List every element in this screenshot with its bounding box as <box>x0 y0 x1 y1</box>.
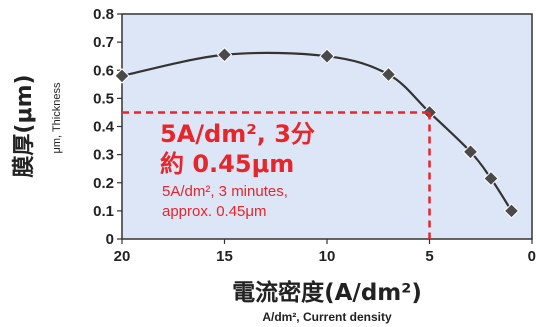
data-point-marker <box>319 48 335 64</box>
x-tick-label: 5 <box>425 248 433 265</box>
y-tick-label: 0 <box>106 231 114 248</box>
x-axis-ticks: 20 15 10 5 0 <box>114 239 536 265</box>
y-tick-label: 0.1 <box>93 203 114 220</box>
y-axis-ticks: 0 0.1 0.2 0.3 0.4 0.5 0.6 0.7 0.8 <box>93 6 122 248</box>
y-axis-sublabel: μm, Thickness <box>51 82 63 153</box>
annotation-guides <box>122 111 431 239</box>
y-tick-label: 0.6 <box>93 62 114 79</box>
x-tick-label: 15 <box>216 248 233 265</box>
y-tick-label: 0.8 <box>93 6 114 23</box>
annotation-line-1: 5A/dm², 3分 <box>160 120 315 148</box>
annotation-line-3: 5A/dm², 3 minutes, <box>162 183 288 200</box>
data-point-marker <box>114 68 130 84</box>
data-point-marker <box>462 144 479 160</box>
data-point-marker <box>380 66 397 83</box>
annotation-line-4: approx. 0.45μm <box>162 203 267 220</box>
data-point-marker <box>483 170 499 187</box>
y-tick-label: 0.4 <box>93 119 115 136</box>
x-tick-label: 10 <box>319 248 336 265</box>
y-axis-label: 膜厚(μm) <box>12 74 37 177</box>
data-point-marker <box>216 47 233 63</box>
annotation-line-2: 約 0.45μm <box>160 150 294 178</box>
x-tick-label: 0 <box>528 248 536 265</box>
y-tick-label: 0.7 <box>93 34 114 51</box>
x-axis-sublabel: A/dm², Current density <box>262 310 392 324</box>
data-point-marker <box>503 203 520 219</box>
x-tick-label: 20 <box>114 248 131 265</box>
y-tick-label: 0.3 <box>93 147 114 164</box>
y-tick-label: 0.2 <box>93 175 114 192</box>
x-axis-label: 電流密度(A/dm²) <box>232 279 422 306</box>
y-tick-label: 0.5 <box>93 90 114 107</box>
